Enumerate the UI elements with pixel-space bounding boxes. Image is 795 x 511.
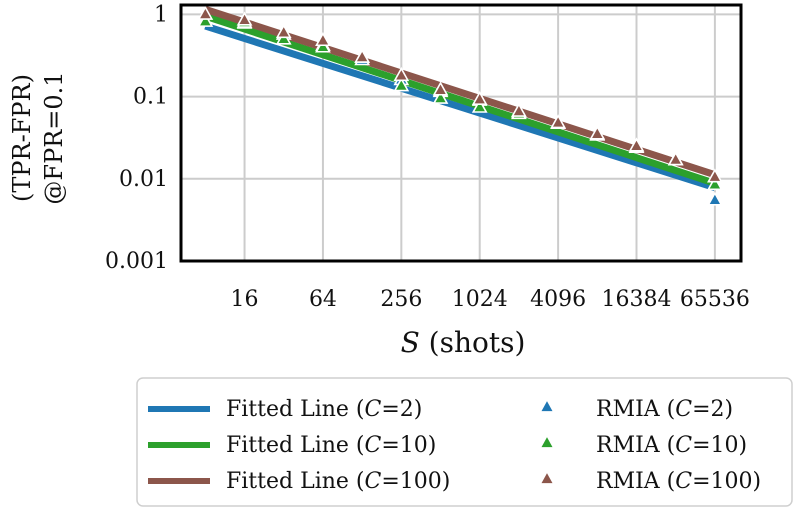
rmia-point (550, 114, 566, 129)
x-tick-label: 1024 (452, 287, 508, 312)
legend-line-label: Fitted Line (C=100) (226, 469, 450, 494)
rmia-point (197, 5, 214, 20)
fitted-line (204, 22, 716, 191)
x-axis-label: S (shots) (401, 326, 526, 359)
y-tick-label: 0.1 (133, 85, 168, 110)
rmia-point (315, 31, 331, 47)
rmia-point (354, 48, 370, 63)
legend-line-label: Fitted Line (C=2) (226, 397, 422, 422)
legend-marker-swatch (539, 434, 555, 449)
rmia-point (236, 11, 253, 26)
rmia-points (197, 5, 723, 206)
y-tick-label: 0.01 (119, 167, 168, 192)
y-tick-label: 0.001 (105, 249, 168, 274)
rmia-point (707, 191, 723, 206)
legend-marker-label: RMIA (C=10) (596, 433, 747, 458)
x-tick-label: 64 (309, 287, 337, 312)
legend-marker-label: RMIA (C=100) (596, 469, 761, 494)
rmia-point (393, 66, 410, 82)
y-tick-labels: 0.001 0.01 0.1 1 (105, 2, 168, 274)
x-tick-label: 4096 (530, 287, 586, 312)
rmia-point (471, 98, 488, 113)
legend-marker-swatch (539, 398, 555, 413)
x-tick-label: 65536 (680, 287, 750, 312)
y-axis-label-line2: @FPR=0.1 (40, 71, 68, 204)
rmia-point (511, 102, 527, 117)
rmia-point (707, 175, 723, 191)
x-tick-label: 16384 (601, 287, 671, 312)
rmia-point (432, 81, 449, 96)
legend: Fitted Line (C=2) Fitted Line (C=10) Fitte… (136, 377, 793, 507)
legend-box (136, 377, 793, 507)
rmia-point (275, 23, 292, 39)
rmia-point (589, 125, 606, 140)
legend-line-label: Fitted Line (C=10) (226, 433, 436, 458)
rmia-point (197, 12, 214, 27)
y-axis-label-line1: (TPR-FPR) (8, 74, 36, 202)
rmia-point (432, 89, 449, 104)
rmia-point (471, 90, 488, 106)
y-tick-label: 1 (154, 2, 168, 27)
plot-frame (179, 3, 743, 263)
legend-marker-label: RMIA (C=2) (596, 397, 733, 422)
x-tick-labels: 16 64 256 1024 4096 16384 65536 (231, 287, 750, 312)
rmia-point (667, 151, 684, 166)
x-tick-label: 256 (380, 287, 422, 312)
rmia-point (393, 77, 410, 92)
x-tick-label: 16 (231, 287, 259, 312)
legend-marker-swatch (539, 470, 555, 485)
rmia-point (707, 168, 723, 183)
rmia-point (628, 137, 645, 152)
